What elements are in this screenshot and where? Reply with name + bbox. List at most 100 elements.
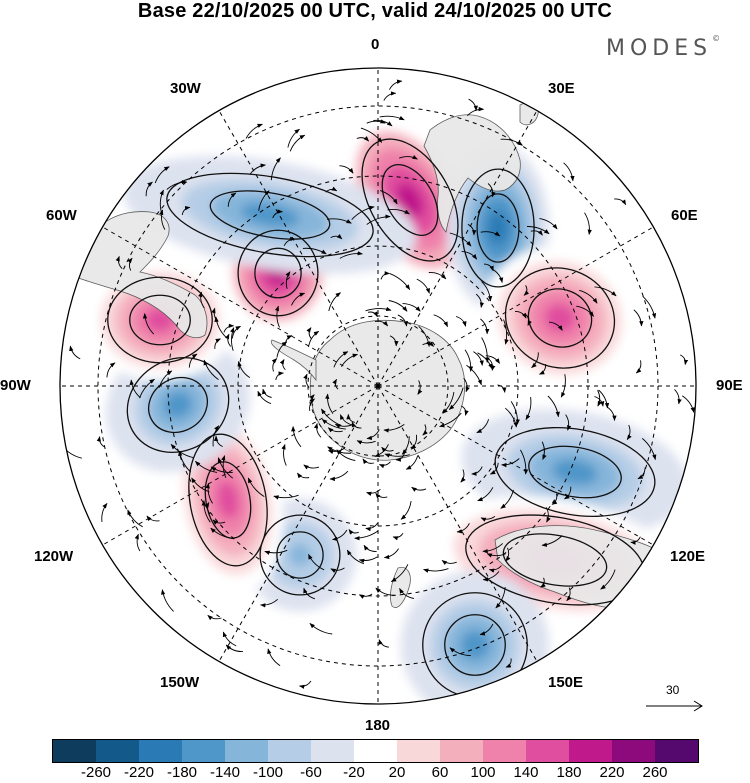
wind-vector	[365, 306, 392, 312]
colorbar-tick-label: 140	[513, 764, 539, 781]
lon-label-150e: 150E	[548, 674, 584, 691]
wind-vector	[201, 500, 211, 523]
wind-vector	[289, 134, 306, 152]
streamline	[504, 267, 616, 369]
south-pole-marker	[375, 383, 381, 389]
wind-vector	[366, 488, 381, 496]
wind-vector	[482, 543, 504, 554]
wind-vector	[303, 587, 316, 600]
wind-vector	[635, 360, 642, 374]
wind-vector	[540, 577, 546, 588]
wind-vector	[346, 549, 365, 565]
wind-vector	[460, 405, 469, 416]
africa	[423, 114, 521, 233]
colorbar-tick-label: 180	[556, 764, 582, 781]
wind-vector	[188, 353, 198, 368]
wind-vector	[681, 395, 695, 413]
wind-vector	[217, 457, 234, 479]
wind-vector	[417, 380, 423, 395]
wind-vector	[539, 364, 547, 375]
wind-vector	[298, 680, 312, 689]
wind-vector	[598, 389, 610, 409]
wind-vector	[397, 314, 408, 327]
wind-vector	[674, 389, 682, 405]
wind-vector	[401, 436, 410, 455]
wind-vector	[505, 407, 518, 428]
wind-vector	[291, 292, 306, 306]
wind-vector	[306, 327, 312, 339]
wind-vector	[230, 327, 235, 351]
colorbar-tick-label: -100	[252, 764, 284, 781]
wind-vector	[127, 257, 133, 271]
wind-vector	[449, 647, 471, 657]
wind-vector	[358, 556, 378, 564]
wind-vector	[258, 190, 270, 211]
wind-vector	[473, 351, 484, 366]
colorbar-swatch	[139, 740, 182, 762]
wind-vector	[309, 623, 333, 635]
wind-vector	[564, 486, 572, 500]
meridian-line	[102, 226, 379, 387]
colorbar-tick-label: 260	[642, 764, 668, 781]
wind-vector	[101, 502, 108, 523]
wind-vector	[237, 360, 251, 378]
wind-vector	[373, 119, 393, 127]
wind-vector	[399, 154, 418, 160]
wind-vector	[464, 349, 474, 372]
wind-vector	[505, 547, 511, 562]
wind-vector	[274, 305, 280, 328]
wind-vector	[205, 482, 213, 504]
wind-vector	[273, 494, 299, 500]
meridian-line	[218, 110, 379, 387]
wind-vector	[354, 530, 379, 541]
wind-vector	[106, 362, 116, 378]
wind-vector	[416, 278, 430, 294]
wind-vector	[503, 319, 509, 345]
wind-vector	[500, 489, 514, 509]
wind-vector	[181, 205, 191, 216]
wind-vector	[212, 519, 226, 525]
wind-vector	[455, 316, 467, 327]
wind-vector	[514, 310, 527, 319]
colorbar-swatch	[655, 740, 698, 762]
wind-vector	[510, 401, 520, 425]
wind-vector	[339, 251, 363, 259]
wind-vector	[539, 218, 558, 230]
wind-vector	[339, 414, 353, 426]
wind-vector	[479, 623, 494, 636]
map-title: Base 22/10/2025 00 UTC, valid 24/10/2025…	[137, 0, 613, 22]
meridian-line	[377, 110, 538, 387]
streamline	[148, 376, 208, 434]
colorbar-tick-label: 20	[388, 764, 406, 781]
wind-vector	[366, 119, 386, 124]
colorbar-tick-label: 60	[431, 764, 449, 781]
colorbar-swatch	[354, 740, 397, 762]
streamline	[494, 426, 656, 518]
wind-vector	[383, 91, 397, 101]
wind-vector	[388, 79, 403, 90]
wind-vector	[381, 446, 394, 453]
wind-vector	[480, 231, 501, 237]
wind-vector	[325, 186, 338, 193]
latitude-circle	[307, 315, 449, 457]
wind-vector	[541, 535, 563, 547]
wind-vector	[439, 412, 462, 428]
lon-label-120w: 120W	[34, 548, 74, 565]
wind-vector	[390, 564, 409, 582]
wind-vector	[356, 440, 376, 445]
streamline	[476, 193, 520, 263]
wind-vector	[525, 314, 532, 326]
wind-vector	[247, 477, 265, 497]
wind-vector	[210, 466, 233, 474]
wind-vector	[576, 305, 594, 317]
wind-vector	[433, 314, 449, 328]
wind-vector	[380, 271, 391, 280]
wind-vector	[487, 357, 496, 371]
colorbar-swatch	[268, 740, 311, 762]
south-america	[60, 211, 208, 339]
brand-text: MODES	[606, 36, 713, 61]
colorbar	[52, 739, 699, 763]
streamline	[461, 168, 535, 288]
wind-vector	[466, 364, 482, 386]
wind-vector	[449, 232, 472, 247]
